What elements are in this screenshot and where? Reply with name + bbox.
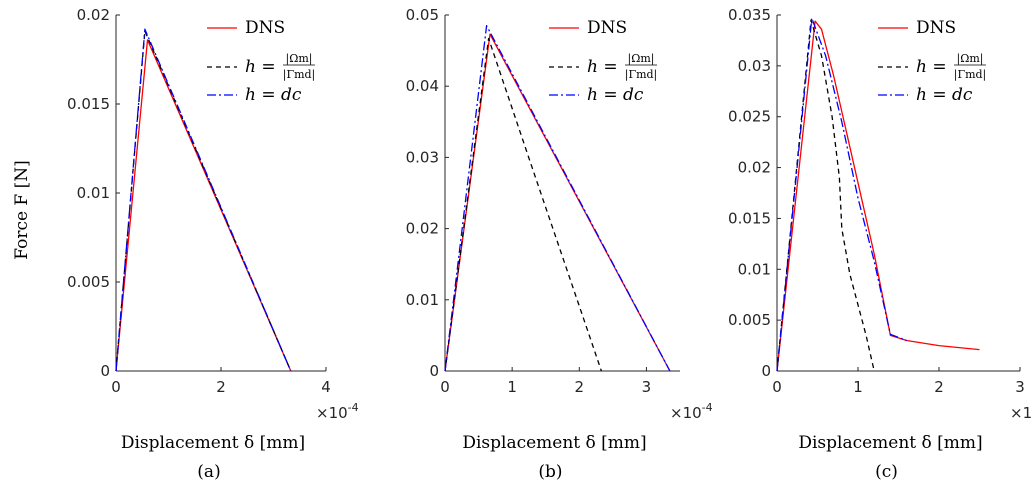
series-line-3 <box>776 17 907 372</box>
x-tick-label: 4 <box>321 378 331 396</box>
y-tick-label: 0.035 <box>728 6 771 24</box>
legend-label: h = <box>245 57 276 77</box>
y-tick-label: 0.03 <box>406 148 439 166</box>
y-tick-label: 0.04 <box>406 77 439 95</box>
x-tick-label: 2 <box>216 378 226 396</box>
series-line-2 <box>115 30 292 372</box>
series-line-1 <box>115 39 292 372</box>
legend-label: DNS <box>916 18 956 38</box>
y-tick-label: 0.005 <box>67 273 110 291</box>
x-exponent-label: ×10-4 <box>316 401 359 422</box>
x-axis-label: Displacement δ [mm] <box>462 433 646 453</box>
y-tick-label: 0.015 <box>67 95 110 113</box>
y-tick-label: 0.01 <box>738 260 771 278</box>
panel-caption: (b) <box>538 462 562 482</box>
series-line-2 <box>776 19 875 372</box>
x-tick-label: 0 <box>440 378 450 396</box>
legend-label-denominator: |Γmd| <box>954 68 987 82</box>
y-tick-label: 0.005 <box>728 311 771 329</box>
legend-label: h = <box>916 57 947 77</box>
chart-panel-1: 0 0.005 0.01 0.015 0.02 0 2 4 ×10-4 Displacement … <box>67 6 359 482</box>
y-tick-label: 0 <box>761 362 771 380</box>
legend-label: h = dc <box>245 85 302 105</box>
x-tick-label: 3 <box>1015 378 1025 396</box>
legend-label-denominator: |Γmd| <box>625 68 658 82</box>
y-axis-label: Force F [N] <box>12 160 32 260</box>
legend-label-numerator: |Ωm| <box>628 52 655 66</box>
legend: DNS h = |Ωm| |Γmd| h = dc <box>207 18 315 105</box>
x-exponent-label: ×10-4 <box>670 401 713 422</box>
chart-panel-2: 0 0.01 0.02 0.03 0.04 0.05 0 1 2 3 ×10-4 Displaceme… <box>406 6 713 482</box>
y-tick-label: 0 <box>429 362 439 380</box>
chart-panel-3: 0 0.005 0.01 0.015 0.02 0.025 0.03 0.035 0 1 2 3 ×10… <box>728 6 1032 482</box>
y-tick-label: 0.03 <box>738 57 771 75</box>
x-exponent-power: -4 <box>702 401 713 414</box>
x-tick-label: 0 <box>772 378 782 396</box>
x-tick-label: 2 <box>575 378 585 396</box>
x-exponent-label: ×10-4 <box>1010 401 1032 422</box>
legend: DNS h = |Ωm| |Γmd| h = dc <box>549 18 657 105</box>
x-tick-label: 1 <box>853 378 863 396</box>
y-tick-label: 0 <box>100 362 110 380</box>
y-tick-label: 0.05 <box>406 6 439 24</box>
legend-label: h = dc <box>587 85 644 105</box>
legend-label: DNS <box>245 18 285 38</box>
legend-label: DNS <box>587 18 627 38</box>
x-tick-label: 1 <box>507 378 517 396</box>
y-tick-label: 0.01 <box>77 184 110 202</box>
x-tick-label: 2 <box>934 378 944 396</box>
legend: DNS h = |Ωm| |Γmd| h = dc <box>878 18 986 105</box>
series-line-1 <box>444 33 671 372</box>
y-tick-label: 0.015 <box>728 209 771 227</box>
x-tick-label: 0 <box>111 378 121 396</box>
series-line-3 <box>444 25 671 372</box>
series-line-2 <box>444 37 603 372</box>
x-tick-label: 3 <box>642 378 652 396</box>
x-axis-label: Displacement δ [mm] <box>798 433 982 453</box>
y-tick-label: 0.01 <box>406 291 439 309</box>
panel-caption: (a) <box>197 462 220 482</box>
legend-label-numerator: |Ωm| <box>286 52 313 66</box>
x-exponent-power: -4 <box>348 401 359 414</box>
y-tick-label: 0.02 <box>406 220 439 238</box>
x-axis-label: Displacement δ [mm] <box>121 433 305 453</box>
y-tick-label: 0.02 <box>77 6 110 24</box>
legend-label-denominator: |Γmd| <box>283 68 316 82</box>
legend-label: h = <box>587 57 618 77</box>
panel-caption: (c) <box>875 462 898 482</box>
legend-label: h = dc <box>916 85 973 105</box>
y-tick-label: 0.025 <box>728 108 771 126</box>
y-tick-label: 0.02 <box>738 159 771 177</box>
legend-label-numerator: |Ωm| <box>957 52 984 66</box>
series-line-3 <box>115 28 292 372</box>
series-line-1 <box>776 20 980 372</box>
